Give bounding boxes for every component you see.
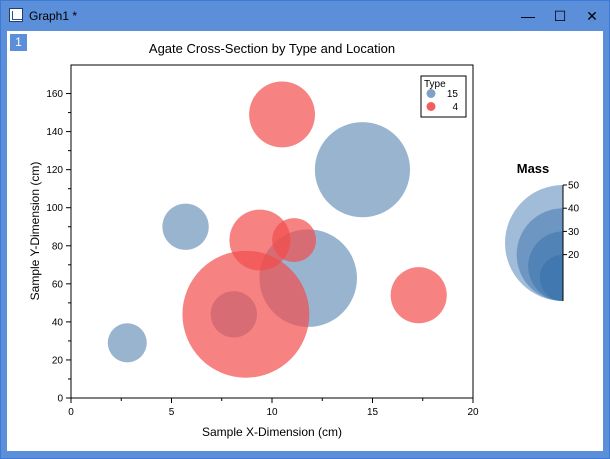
size-legend-label-50: 50 — [568, 181, 580, 192]
size-legend-label-30: 30 — [568, 227, 580, 238]
x-tick-label: 0 — [68, 407, 74, 418]
mass-size-legend: Mass 20 30 40 50 — [505, 161, 580, 301]
bubble-type-4-1[interactable] — [229, 209, 291, 271]
maximize-button[interactable]: ☐ — [553, 8, 567, 24]
bubble-type-15-4[interactable] — [314, 122, 411, 218]
x-tick-label: 15 — [367, 407, 379, 418]
size-legend-title: Mass — [517, 161, 550, 176]
legend-title: Type — [424, 79, 446, 90]
x-tick-label: 20 — [467, 407, 479, 418]
graph-window-icon — [9, 8, 23, 22]
legend-label-4: 4 — [452, 102, 458, 113]
title-bar[interactable]: Graph1 * — ☐ ✕ — [1, 1, 609, 31]
y-tick-label: 80 — [52, 241, 64, 252]
y-tick-label: 100 — [46, 203, 63, 214]
axes: 0 5 10 15 20 0 20 40 60 80 100 120 140 160 — [46, 89, 479, 418]
chart-title: Agate Cross-Section by Type and Location — [149, 41, 395, 56]
x-tick-label: 5 — [169, 407, 175, 418]
y-tick-label: 40 — [52, 317, 64, 328]
bubble-type-15-0[interactable] — [107, 323, 147, 363]
bubble-type-15-1[interactable] — [162, 203, 209, 250]
size-legend-bubble-20 — [539, 254, 563, 301]
bubble-type-4-3[interactable] — [249, 81, 315, 148]
y-axis-label: Sample Y-Dimension (cm) — [28, 162, 42, 301]
y-tick-label: 0 — [57, 394, 63, 405]
bubble-chart: Agate Cross-Section by Type and Location… — [28, 41, 580, 439]
minimize-button[interactable]: — — [521, 8, 535, 24]
y-tick-label: 60 — [52, 279, 64, 290]
close-button[interactable]: ✕ — [586, 8, 598, 24]
size-legend-bubble-30 — [528, 231, 563, 301]
bubble-type-4-0[interactable] — [182, 250, 310, 378]
legend-marker-15 — [426, 89, 436, 98]
type-legend[interactable]: Type 15 4 — [420, 75, 467, 118]
size-legend-label-40: 40 — [568, 204, 580, 215]
legend-marker-4 — [426, 102, 436, 111]
x-tick-label: 10 — [266, 407, 278, 418]
graph-page: 1 Agate Cross-Section by Type and Locati… — [7, 31, 603, 451]
window-title: Graph1 * — [29, 9, 78, 23]
size-legend-bubble-40 — [516, 208, 563, 301]
bubble-type-4-4[interactable] — [390, 267, 447, 324]
y-tick-label: 140 — [46, 127, 63, 138]
layer-tab[interactable]: 1 — [10, 34, 27, 51]
size-legend-label-20: 20 — [568, 250, 580, 261]
x-axis-label: Sample X-Dimension (cm) — [202, 425, 342, 439]
bubble-layer — [107, 81, 447, 378]
y-tick-label: 120 — [46, 165, 63, 176]
legend-label-15: 15 — [447, 89, 459, 100]
y-tick-label: 160 — [46, 89, 63, 100]
bubble-type-4-2[interactable] — [272, 218, 317, 263]
size-legend-bubble-50 — [505, 185, 563, 301]
y-tick-label: 20 — [52, 355, 64, 366]
